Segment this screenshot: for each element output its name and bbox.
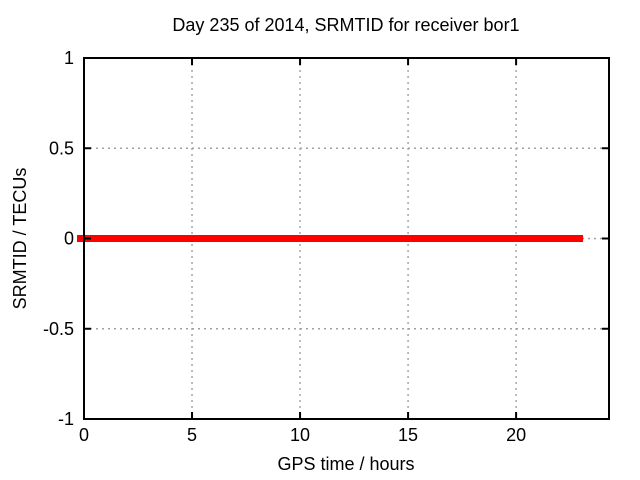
y-tick-label: 1: [64, 48, 74, 68]
x-tick-label: 15: [398, 425, 418, 445]
x-tick-label: 10: [290, 425, 310, 445]
x-tick-label: 20: [506, 425, 526, 445]
y-tick-label: -0.5: [43, 319, 74, 339]
y-tick-label: 0.5: [49, 138, 74, 158]
tick-labels: 0 5 10 15 20 -1 -0.5 0 0.5 1: [43, 48, 526, 445]
x-axis-label: GPS time / hours: [277, 454, 414, 474]
axes-layer: [83, 57, 610, 420]
y-tick-label: 0: [64, 229, 74, 249]
x-tick-label: 0: [79, 425, 89, 445]
chart-title: Day 235 of 2014, SRMTID for receiver bor…: [172, 15, 519, 35]
y-axis-label: SRMTID / TECUs: [10, 168, 30, 310]
y-tick-label: -1: [58, 409, 74, 429]
x-tick-label: 5: [187, 425, 197, 445]
